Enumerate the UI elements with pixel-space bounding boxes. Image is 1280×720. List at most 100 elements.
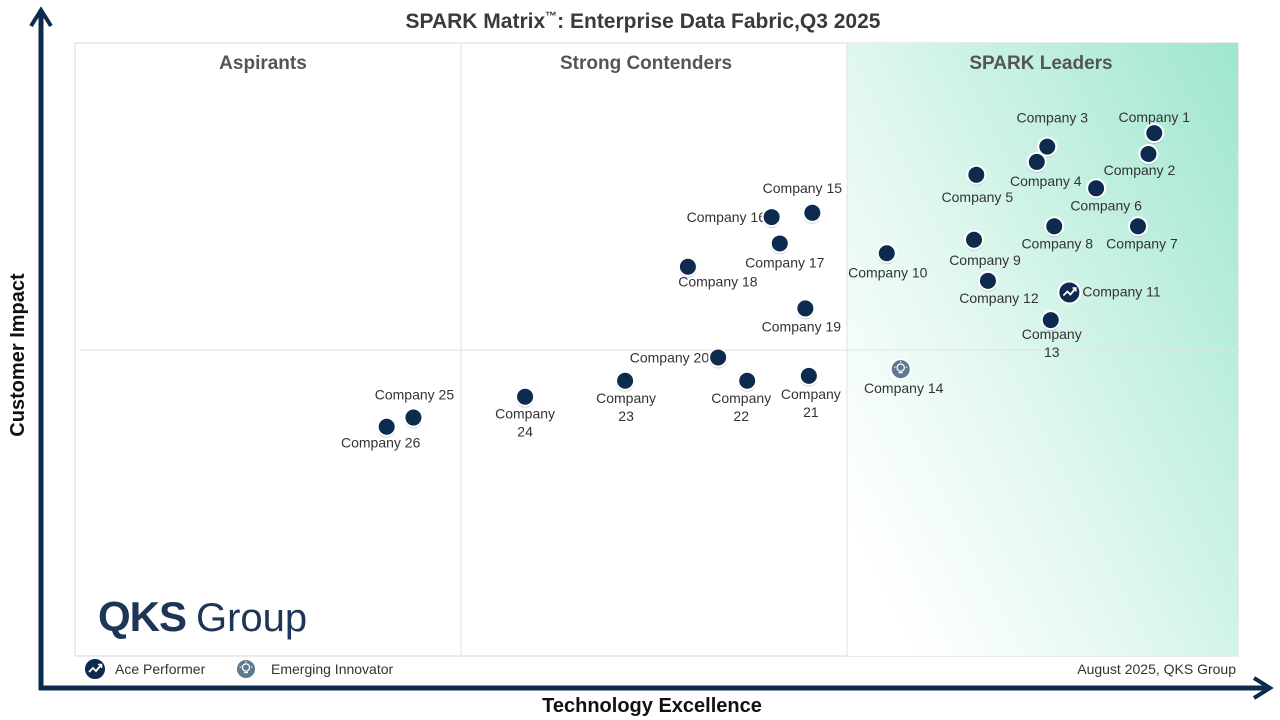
y-axis-title: Customer Impact (7, 273, 29, 437)
point-company-5: Company 5 (942, 164, 1014, 205)
point-company-9: Company 9 (949, 229, 1021, 268)
x-axis-title: Technology Excellence (542, 695, 762, 717)
point-company-23: Company 23 (596, 370, 656, 424)
point-label: Company 22 (711, 390, 771, 424)
chart-title: SPARK Matrix™: Enterprise Data Fabric,Q3… (406, 9, 881, 33)
point-company-9-marker (963, 229, 984, 250)
point-company-8: Company 8 (1021, 216, 1093, 251)
zone-label-strong-contenders: Strong Contenders (560, 53, 732, 74)
point-company-26-marker (376, 416, 397, 437)
footer-date-source: August 2025, QKS Group (1077, 661, 1236, 677)
point-label: Company 6 (1070, 197, 1142, 213)
point-company-4-marker (1026, 151, 1047, 172)
svg-text:Group: Group (196, 596, 307, 640)
point-label: Company 21 (781, 386, 841, 420)
point-label: Company 1 (1118, 109, 1190, 125)
point-label: Company 25 (375, 387, 455, 403)
point-label: Company 2 (1104, 162, 1176, 178)
point-company-14-marker (889, 358, 912, 381)
point-label: Company 9 (949, 252, 1021, 268)
point-company-15-marker (802, 202, 823, 223)
point-company-10-marker (876, 243, 897, 264)
point-label: Company 23 (596, 390, 656, 424)
point-company-7-marker (1127, 216, 1148, 237)
legend-emerging-marker (235, 658, 257, 680)
point-company-6: Company 6 (1070, 178, 1142, 213)
point-company-19-marker (795, 298, 816, 319)
point-company-25-marker (403, 407, 424, 428)
point-company-25: Company 25 (375, 387, 455, 429)
point-company-21: Company 21 (781, 365, 841, 420)
trend-up-icon (1062, 287, 1077, 297)
point-company-18-marker (677, 256, 698, 277)
point-label: Company 4 (1010, 173, 1082, 189)
point-label: Company 15 (763, 180, 843, 196)
point-company-12: Company 12 (959, 270, 1039, 306)
point-company-5-marker (966, 164, 987, 185)
point-company-6-marker (1086, 178, 1107, 199)
lightbulb-icon (894, 361, 908, 374)
point-label: Company 24 (495, 406, 555, 440)
point-company-3-marker (1037, 136, 1058, 157)
point-company-11: Company 11 (1057, 280, 1161, 305)
point-label: Company 16 (687, 209, 767, 225)
point-label: Company 26 (341, 435, 421, 451)
point-company-24: Company 24 (495, 386, 555, 440)
point-company-1: Company 1 (1118, 109, 1190, 145)
lightbulb-icon (239, 661, 253, 674)
point-company-19: Company 19 (762, 298, 841, 334)
point-company-1-marker (1144, 123, 1165, 144)
point-label: Company 7 (1106, 235, 1178, 251)
point-company-10: Company 10 (848, 243, 928, 280)
point-company-13: Company 13 (1022, 310, 1082, 360)
point-company-7: Company 7 (1106, 216, 1178, 251)
point-company-16: Company 16 (687, 207, 782, 229)
zone-label-aspirants: Aspirants (219, 53, 307, 74)
point-company-13-marker (1040, 310, 1061, 331)
point-label: Company 14 (864, 380, 944, 396)
point-company-22-marker (737, 370, 758, 391)
point-label: Company 13 (1022, 326, 1082, 360)
legend-label-emerging: Emerging Innovator (271, 661, 394, 677)
point-company-17-marker (769, 233, 790, 254)
point-company-2: Company 2 (1104, 143, 1176, 178)
x-axis-arrowhead (1252, 676, 1274, 700)
legend-label-ace: Ace Performer (115, 661, 206, 677)
legend: Ace Performer Emerging Innovator (83, 657, 394, 681)
point-company-20: Company 20 (630, 347, 729, 369)
point-company-3: Company 3 (1016, 110, 1088, 158)
point-label: Company 12 (959, 290, 1039, 306)
point-company-16-marker (761, 207, 782, 228)
point-company-12-marker (977, 270, 998, 291)
point-label: Company 3 (1016, 110, 1088, 126)
point-company-17: Company 17 (745, 233, 825, 270)
point-company-14: Company 14 (864, 358, 944, 396)
point-label: Company 18 (678, 274, 758, 290)
point-label: Company 5 (942, 189, 1014, 205)
point-label: Company 17 (745, 254, 825, 270)
point-company-4: Company 4 (1010, 151, 1082, 189)
point-company-8-marker (1044, 216, 1065, 237)
ace-performer-icon (83, 657, 107, 681)
point-company-20-marker (708, 347, 729, 368)
point-company-23-marker (615, 370, 636, 391)
point-label: Company 11 (1082, 283, 1161, 299)
svg-text:QKS: QKS (98, 593, 186, 640)
point-label: Company 20 (630, 349, 710, 365)
zone-label-spark-leaders: SPARK Leaders (969, 53, 1112, 74)
y-axis-arrowhead (29, 6, 53, 28)
qks-group-logo: QKS Group (98, 593, 307, 640)
point-company-26: Company 26 (341, 416, 421, 451)
point-label: Company 8 (1021, 235, 1093, 251)
point-company-21-marker (798, 365, 819, 386)
point-company-24-marker (515, 386, 536, 407)
point-company-18: Company 18 (677, 256, 758, 290)
point-label: Company 10 (848, 264, 928, 280)
emerging-innovator-icon (235, 658, 257, 680)
trend-up-icon (88, 664, 102, 673)
point-company-22: Company 22 (711, 370, 771, 424)
point-company-15: Company 15 (763, 180, 843, 224)
point-company-2-marker (1138, 143, 1159, 164)
